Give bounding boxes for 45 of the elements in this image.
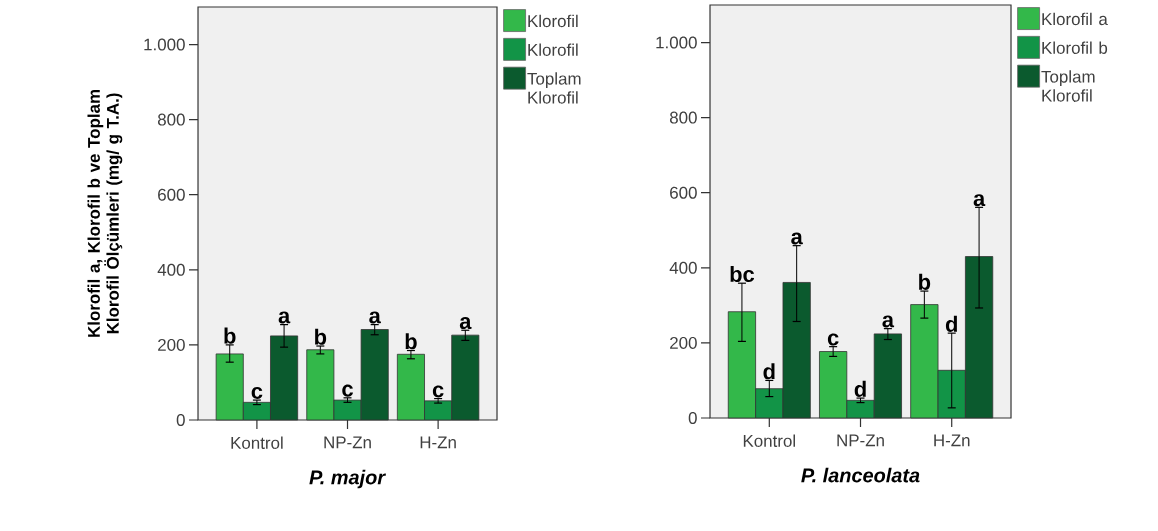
data-label: c [342,384,353,397]
data-label: d [854,380,866,397]
x-tick-label: H-Zn [420,436,456,449]
data-label: bc [730,265,755,282]
legend-label: Klorofil [528,43,578,56]
y-axis-title: Klorofil a, Klorofil b ve Toplam Klorofil Ölçümleri (mg/ g T.A.) [87,89,123,337]
data-label: a [973,194,986,207]
y-tick-label: 400 [157,263,185,276]
data-label: c [251,386,263,399]
y-tick-label: 200 [158,338,185,351]
data-label: c [432,385,444,398]
y-tick-label: 800 [669,111,697,124]
x-tick-label: NP-Zn [324,436,371,449]
x-tick-label: Kontrol [231,436,283,449]
y-tick-label: 1.000 [144,38,185,51]
x-axis-title: P. major [309,469,386,489]
x-tick-label: Kontrol [743,434,795,447]
x-axis-title: P. lanceolata [801,467,920,483]
y-tick-label: 0 [176,413,185,426]
data-label: a [882,315,895,328]
y-tick-label: 1.000 [656,36,697,49]
legend-label: Klorofil a [1042,12,1108,26]
data-label: b [405,333,417,350]
y-tick-label: 0 [688,411,697,424]
x-tick-label: NP-Zn [837,434,884,447]
y-tick-label: 400 [669,261,697,274]
data-label: b [315,328,327,345]
data-label: a [278,311,291,324]
y-tick-label: 800 [157,113,185,126]
data-label: a [459,317,472,330]
data-label: c [827,333,839,346]
data-label: a [369,311,381,324]
data-label: b [919,273,931,290]
x-tick-label: H-Zn [934,434,970,447]
y-tick-label: 600 [158,188,185,201]
data-label: a [791,232,803,245]
data-label: b [224,327,236,344]
legend-label: Klorofil b [1042,41,1108,54]
legend-label: Toplam Klorofil [527,72,581,104]
data-label: d [945,315,957,332]
y-tick-label: 600 [670,186,697,199]
legend-label: Klorofil [528,14,578,28]
data-label: d [763,363,775,380]
legend-label: Toplam Klorofil [1041,70,1095,102]
y-tick-label: 200 [670,336,697,349]
